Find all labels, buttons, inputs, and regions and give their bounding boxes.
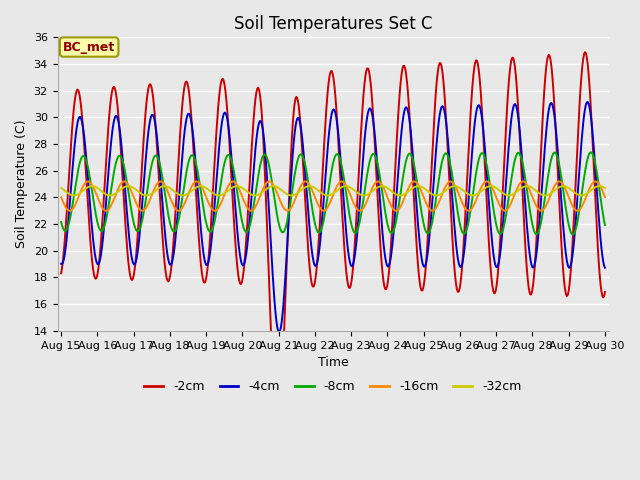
Text: BC_met: BC_met [63,40,115,54]
X-axis label: Time: Time [317,356,348,369]
Legend: -2cm, -4cm, -8cm, -16cm, -32cm: -2cm, -4cm, -8cm, -16cm, -32cm [140,375,527,398]
Y-axis label: Soil Temperature (C): Soil Temperature (C) [15,120,28,248]
Title: Soil Temperatures Set C: Soil Temperatures Set C [234,15,432,33]
